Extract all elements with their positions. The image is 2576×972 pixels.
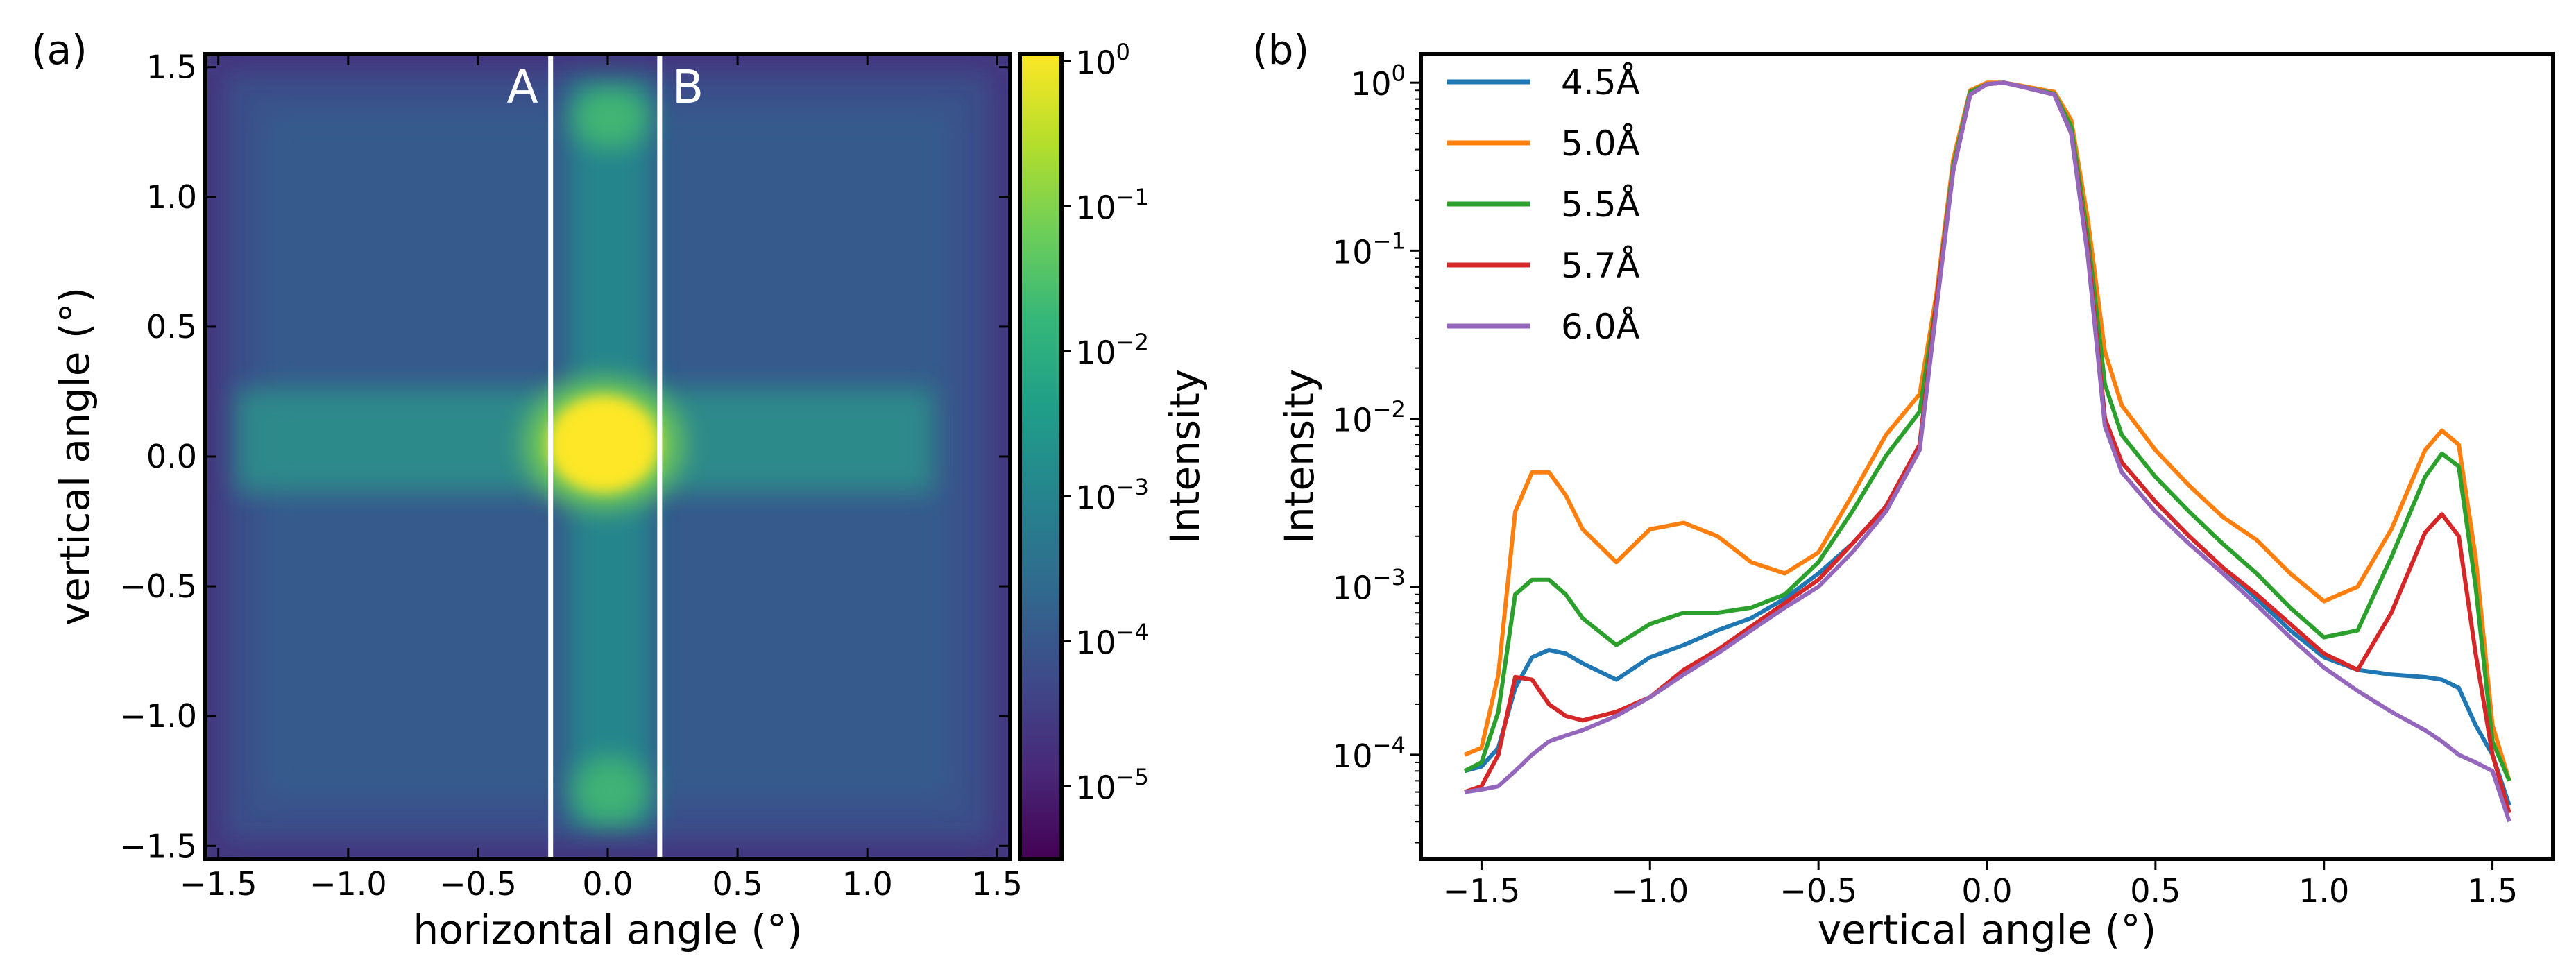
panel-a-ytick-label: −1.5 — [119, 827, 197, 864]
panel-b-xtick-label: 1.0 — [2298, 872, 2349, 910]
panel-b-xtick-label: 1.5 — [2467, 872, 2518, 910]
legend-label: 5.5Å — [1561, 185, 1640, 225]
panel-a-ytick-label: −0.5 — [119, 568, 197, 605]
panel-a-ytick-label: 1.5 — [146, 49, 197, 86]
heatmap-hot-spot — [548, 395, 659, 493]
heatmap-upper-spot — [572, 87, 649, 149]
colorbar-tick-label: 10−1 — [1075, 184, 1149, 227]
panel-b-ytick-label: 10−3 — [1332, 564, 1406, 607]
panel-a-xtick-label: −0.5 — [439, 865, 517, 903]
panel-a-ytick-label: 0.0 — [146, 438, 197, 475]
colorbar-tick-label: 10−5 — [1075, 764, 1149, 807]
panel-b-xlabel: vertical angle (°) — [1818, 906, 2156, 953]
panel-b-ytick-label: 10−2 — [1332, 396, 1406, 439]
colorbar-gradient — [1020, 54, 1061, 859]
line-plot-frame — [1419, 52, 2555, 861]
colorbar-tick-label: 100 — [1075, 39, 1130, 82]
colorbar-frame — [1018, 52, 1064, 861]
cut-label-a: A — [507, 60, 538, 114]
panel-b-ytick-label: 10−1 — [1332, 228, 1406, 271]
line-plot: −1.5 −1.0 −0.5 0.0 0.5 1.0 1.5 100 10−1 10−2 10−3 1… — [1332, 52, 2555, 910]
panel-b-ylabel: Intensity — [1276, 369, 1323, 544]
panel-a-ytick-label: 0.5 — [146, 308, 197, 346]
colorbar-tick-label: 10−4 — [1075, 619, 1149, 662]
panel-b-xtick-label: 0.0 — [1961, 872, 2012, 910]
panel-a-ytick-label: 1.0 — [146, 178, 197, 216]
panel-b-ytick-label: 100 — [1351, 60, 1406, 103]
colorbar-tick-label: 10−2 — [1075, 329, 1149, 372]
heatmap-lower-spot — [572, 756, 649, 826]
panel-a-ytick-label: −1.0 — [119, 697, 197, 735]
panel-a-xtick-label: 0.5 — [713, 865, 763, 903]
panel-b-xtick-label: −1.5 — [1443, 872, 1521, 910]
panel-a-xlabel: horizontal angle (°) — [413, 906, 802, 953]
panel-a-label: (a) — [31, 26, 87, 74]
panel-a-xtick-label: −1.5 — [180, 865, 257, 903]
panel-b-ytick-label: 10−4 — [1332, 732, 1406, 775]
legend-label: 4.5Å — [1561, 62, 1640, 103]
series-line-5 — [1464, 80, 2511, 823]
panel-b-xtick-label: 0.5 — [2130, 872, 2181, 910]
colorbar: 100 10−1 10−2 10−3 10−4 10−5 — [1018, 39, 1149, 861]
legend-label: 5.7Å — [1561, 246, 1640, 286]
panel-a-xtick-label: 1.5 — [972, 865, 1023, 903]
legend: 4.5Å 5.0Å 5.5Å 5.7Å 6.0Å — [1447, 62, 1640, 347]
heatmap-area: A B −1.5 −1.0 −0.5 0.0 0.5 1.0 1.5 −1.5 −1.0 −0.5 0… — [119, 49, 1023, 903]
panel-a-xtick-label: −1.0 — [309, 865, 387, 903]
panel-b-label: (b) — [1252, 26, 1309, 74]
legend-label: 5.0Å — [1561, 123, 1640, 164]
colorbar-tick-label: 10−3 — [1075, 474, 1149, 517]
panel-a-xtick-label: 0.0 — [582, 865, 633, 903]
panel-b-xtick-label: −1.0 — [1611, 872, 1689, 910]
colorbar-label: Intensity — [1161, 369, 1209, 544]
panel-b-xtick-label: −0.5 — [1780, 872, 1857, 910]
panel-a-xtick-label: 1.0 — [842, 865, 893, 903]
cut-label-b: B — [672, 60, 703, 114]
legend-label: 6.0Å — [1561, 307, 1640, 347]
panel-a-ylabel: vertical angle (°) — [51, 287, 99, 626]
